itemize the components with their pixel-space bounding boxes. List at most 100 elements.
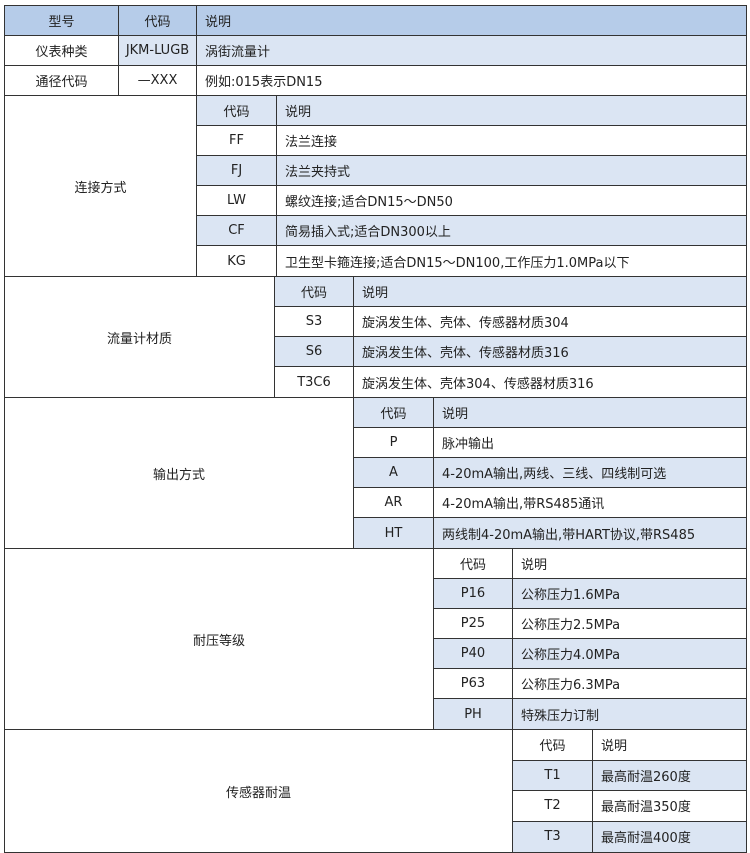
code-cell: FF [197, 126, 277, 155]
code-cell: S6 [275, 337, 354, 366]
desc-cell: 螺纹连接;适合DN15～DN50 [285, 195, 453, 210]
table-row: CF 简易插入式;适合DN300以上 [197, 216, 746, 246]
sub-table: 代码 说明 T1 最高耐温260度 T2 最高耐温350度 T3 最高耐温400度 [513, 730, 746, 852]
model-selection-table: 型号 代码 说明 仪表种类 JKM-LUGB 涡街流量计 通径代码 —XXX 例… [4, 5, 747, 853]
header-model: 型号 [5, 6, 119, 35]
section-1: 连接方式 代码 说明 FF 法兰连接 FJ 法兰夹持式 LW 螺纹连接;适合DN15～DN50 C… [5, 96, 746, 277]
table-row: LW 螺纹连接;适合DN15～DN50 [197, 186, 746, 216]
table-row: P25 公称压力2.5MPa [434, 609, 746, 639]
desc-cell: 法兰夹持式 [285, 165, 351, 180]
code-cell: LW [197, 186, 277, 215]
code-cell: P40 [434, 639, 513, 668]
code-cell: T1 [513, 760, 593, 790]
sub-header-row: 代码 说明 [197, 96, 746, 126]
section-label: 连接方式 [5, 96, 197, 276]
row-label: 通径代码 [5, 66, 119, 95]
sub-header-row: 代码 说明 [513, 730, 746, 761]
desc-cell: 简易插入式;适合DN300以上 [285, 225, 451, 240]
desc-cell: 卫生型卡箍连接;适合DN15～DN100,工作压力1.0MPa以下 [285, 255, 630, 271]
desc-cell: 说明 [601, 739, 628, 755]
code-cell: PH [434, 699, 513, 729]
table-row: P40 公称压力4.0MPa [434, 639, 746, 669]
desc-cell: 法兰连接 [285, 135, 338, 150]
code-cell: AR [354, 488, 434, 517]
row-desc: 例如:015表示DN15 [205, 75, 323, 90]
table-row: P63 公称压力6.3MPa [434, 669, 746, 699]
code-cell: 代码 [434, 549, 513, 578]
table-row: PH 特殊压力订制 [434, 699, 746, 729]
desc-cell: 旋涡发生体、壳体、传感器材质304 [362, 316, 569, 331]
table-row: FF 法兰连接 [197, 126, 746, 156]
row-label: 仪表种类 [5, 36, 119, 65]
table-row: S3 旋涡发生体、壳体、传感器材质304 [275, 307, 746, 337]
desc-cell: 公称压力4.0MPa [521, 648, 621, 663]
header-desc: 说明 [205, 15, 232, 30]
desc-cell: 说明 [285, 105, 312, 120]
sub-header-row: 代码 说明 [434, 549, 746, 579]
sub-header-row: 代码 说明 [275, 277, 746, 307]
desc-cell: 公称压力1.6MPa [521, 588, 621, 603]
section-3: 输出方式 代码 说明 P 脉冲输出 A 4-20mA输出,两线、三线、四线制可选 AR 4-20… [5, 398, 746, 549]
code-cell: P16 [434, 579, 513, 608]
header-code: 代码 [119, 6, 197, 35]
code-cell: KG [197, 246, 277, 276]
desc-cell: 最高耐温260度 [601, 769, 691, 785]
code-cell: S3 [275, 307, 354, 336]
section-5: 传感器耐温 代码 说明 T1 最高耐温260度 T2 最高耐温350度 T3 最高耐温400度 [5, 730, 746, 852]
section-label: 耐压等级 [5, 549, 434, 729]
section-4: 耐压等级 代码 说明 P16 公称压力1.6MPa P25 公称压力2.5MPa P40 公称压… [5, 549, 746, 730]
desc-cell: 最高耐温350度 [601, 800, 691, 816]
code-cell: T3 [513, 821, 593, 852]
table-row: A 4-20mA输出,两线、三线、四线制可选 [354, 458, 746, 488]
row-code: JKM-LUGB [119, 36, 197, 65]
desc-cell: 公称压力6.3MPa [521, 678, 621, 693]
table-row: FJ 法兰夹持式 [197, 156, 746, 186]
table-header-row: 型号 代码 说明 [5, 6, 746, 36]
code-cell: T2 [513, 791, 593, 821]
code-cell: HT [354, 518, 434, 548]
desc-cell: 说明 [442, 407, 469, 422]
desc-cell: 旋涡发生体、壳体、传感器材质316 [362, 346, 569, 361]
table-row: T2 最高耐温350度 [513, 791, 746, 822]
table-row: 通径代码 —XXX 例如:015表示DN15 [5, 66, 746, 96]
desc-cell: 4-20mA输出,带RS485通讯 [442, 497, 605, 512]
table-row: 仪表种类 JKM-LUGB 涡街流量计 [5, 36, 746, 66]
code-cell: P [354, 428, 434, 457]
code-cell: CF [197, 216, 277, 245]
table-row: KG 卫生型卡箍连接;适合DN15～DN100,工作压力1.0MPa以下 [197, 246, 746, 276]
sub-table: 代码 说明 FF 法兰连接 FJ 法兰夹持式 LW 螺纹连接;适合DN15～DN50 CF 简易插… [197, 96, 746, 276]
section-label: 输出方式 [5, 398, 354, 548]
code-cell: 代码 [354, 398, 434, 427]
code-cell: 代码 [513, 730, 593, 760]
sub-table: 代码 说明 P16 公称压力1.6MPa P25 公称压力2.5MPa P40 公称压力4.0… [434, 549, 746, 729]
table-row: T1 最高耐温260度 [513, 760, 746, 791]
desc-cell: 特殊压力订制 [521, 708, 600, 724]
desc-cell: 旋涡发生体、壳体304、传感器材质316 [362, 376, 594, 392]
code-cell: 代码 [197, 96, 277, 125]
desc-cell: 说明 [362, 286, 389, 301]
table-row: S6 旋涡发生体、壳体、传感器材质316 [275, 337, 746, 367]
row-code: —XXX [119, 66, 197, 95]
table-row: P 脉冲输出 [354, 428, 746, 458]
desc-cell: 最高耐温400度 [601, 831, 691, 847]
table-row: P16 公称压力1.6MPa [434, 579, 746, 609]
sub-table: 代码 说明 S3 旋涡发生体、壳体、传感器材质304 S6 旋涡发生体、壳体、传感器材质3… [275, 277, 746, 397]
code-cell: P63 [434, 669, 513, 698]
desc-cell: 4-20mA输出,两线、三线、四线制可选 [442, 467, 667, 482]
sub-header-row: 代码 说明 [354, 398, 746, 428]
section-label: 流量计材质 [5, 277, 275, 397]
desc-cell: 说明 [521, 558, 548, 573]
desc-cell: 脉冲输出 [442, 437, 495, 452]
table-row: T3C6 旋涡发生体、壳体304、传感器材质316 [275, 367, 746, 397]
row-desc: 涡街流量计 [197, 36, 746, 65]
code-cell: A [354, 458, 434, 487]
code-cell: P25 [434, 609, 513, 638]
table-row: AR 4-20mA输出,带RS485通讯 [354, 488, 746, 518]
section-2: 流量计材质 代码 说明 S3 旋涡发生体、壳体、传感器材质304 S6 旋涡发生体、壳体、传… [5, 277, 746, 398]
table-row: HT 两线制4-20mA输出,带HART协议,带RS485 [354, 518, 746, 548]
table-row: T3 最高耐温400度 [513, 821, 746, 852]
desc-cell: 公称压力2.5MPa [521, 618, 621, 633]
desc-cell: 两线制4-20mA输出,带HART协议,带RS485 [442, 527, 696, 543]
code-cell: T3C6 [275, 367, 354, 397]
sub-table: 代码 说明 P 脉冲输出 A 4-20mA输出,两线、三线、四线制可选 AR 4-20mA输出… [354, 398, 746, 548]
